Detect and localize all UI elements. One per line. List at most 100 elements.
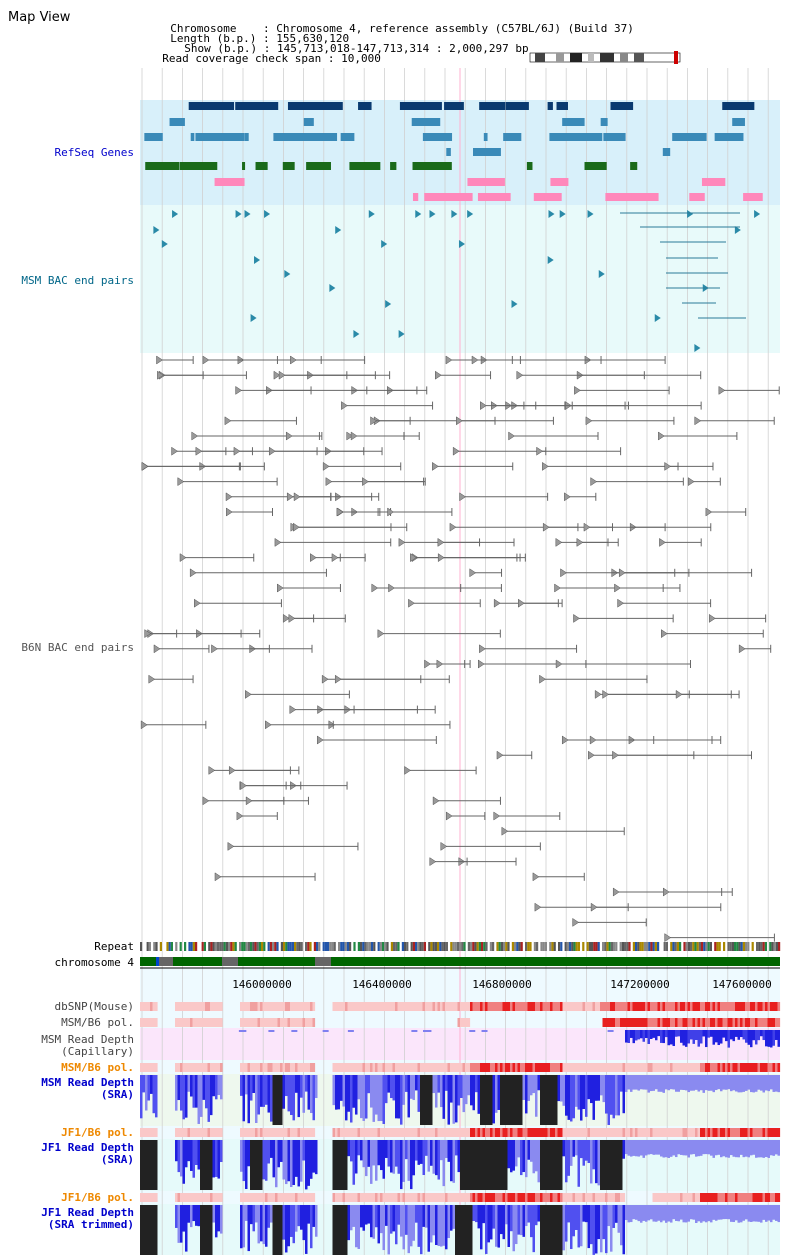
polymorphism-cell — [697, 1018, 701, 1027]
polymorphism-cell — [605, 1002, 608, 1011]
repeat-element — [366, 942, 369, 951]
bac-end-marker — [290, 355, 297, 365]
polymorphism-cell — [305, 1128, 308, 1137]
polymorphism-cell — [720, 1063, 723, 1072]
polymorphism-cell — [607, 1002, 611, 1011]
chromosome-gap — [156, 957, 159, 966]
read-depth-bar — [647, 1205, 650, 1221]
read-depth-bar — [220, 1075, 223, 1100]
polymorphism-cell — [590, 1128, 593, 1137]
polymorphism-cell — [342, 1128, 346, 1137]
read-depth-bar — [417, 1140, 420, 1165]
read-depth-bar — [777, 1205, 780, 1223]
repeat-element — [540, 942, 543, 951]
read-depth-bar — [590, 1205, 593, 1245]
read-depth-bar — [647, 1140, 650, 1155]
read-depth-bar — [442, 1140, 445, 1187]
read-depth-bar — [715, 1030, 718, 1043]
polymorphism-cell — [610, 1193, 613, 1202]
read-depth-bar — [710, 1205, 713, 1223]
read-depth-bar — [305, 1205, 308, 1254]
polymorphism-cell — [625, 1018, 628, 1027]
polymorphism-cell — [377, 1002, 381, 1011]
polymorphism-cell — [250, 1128, 253, 1137]
repeat-element — [628, 942, 631, 951]
polymorphism-cell — [760, 1018, 763, 1027]
polymorphism-cell — [220, 1018, 223, 1027]
read-depth-bar — [255, 1140, 258, 1190]
read-depth-bar — [625, 1205, 628, 1221]
polymorphism-cell — [265, 1018, 268, 1027]
gene-feature — [714, 133, 744, 141]
read-depth-bar — [715, 1140, 718, 1156]
read-depth-bar — [707, 1205, 710, 1222]
repeat-element — [276, 942, 279, 951]
polymorphism-cell — [335, 1063, 338, 1072]
bac-end-marker — [532, 872, 540, 882]
polymorphism-cell — [305, 1002, 308, 1011]
polymorphism-cell — [447, 1002, 451, 1011]
read-depth-bar — [407, 1140, 410, 1181]
read-depth-bar — [275, 1140, 278, 1188]
read-depth-bar — [712, 1030, 715, 1045]
polymorphism-cell — [140, 1193, 143, 1202]
read-depth-bar — [365, 1205, 368, 1225]
polymorphism-cell — [447, 1193, 451, 1202]
polymorphism-cell — [690, 1128, 693, 1137]
read-depth-bar — [542, 1075, 545, 1125]
read-depth-bar — [425, 1030, 432, 1032]
polymorphism-cell — [772, 1193, 776, 1202]
polymorphism-cell — [540, 1002, 543, 1011]
polymorphism-cell — [695, 1063, 698, 1072]
chromosome-ideogram[interactable] — [529, 51, 681, 64]
polymorphism-cell — [155, 1018, 158, 1027]
polymorphism-cell — [255, 1002, 258, 1011]
jf1-depth-sra-label-2: (SRA) — [101, 1153, 134, 1166]
read-depth-bar — [580, 1075, 583, 1121]
repeat-element — [527, 942, 530, 951]
polymorphism-cell — [772, 1018, 776, 1027]
bac-end-marker — [437, 537, 445, 547]
polymorphism-cell — [700, 1193, 703, 1202]
read-depth-bar — [692, 1030, 695, 1044]
read-depth-bar — [342, 1140, 345, 1190]
read-depth-bar — [720, 1030, 723, 1044]
gene-feature — [513, 102, 529, 110]
polymorphism-cell — [567, 1128, 571, 1137]
read-depth-bar — [245, 1140, 248, 1190]
polymorphism-cell — [770, 1128, 773, 1137]
polymorphism-cell — [490, 1128, 493, 1137]
read-depth-bar — [280, 1205, 283, 1255]
read-depth-bar — [355, 1075, 358, 1115]
bac-end-marker — [554, 583, 561, 593]
read-depth-bar — [550, 1075, 553, 1125]
polymorphism-cell — [655, 1002, 658, 1011]
polymorphism-cell — [217, 1063, 221, 1072]
polymorphism-cell — [507, 1193, 511, 1202]
polymorphism-cell — [150, 1128, 153, 1137]
repeat-element — [773, 942, 776, 951]
bac-end-marker — [598, 270, 605, 278]
read-depth-bar — [655, 1205, 658, 1222]
read-depth-bar — [485, 1075, 488, 1125]
polymorphism-cell — [415, 1128, 418, 1137]
polymorphism-cell — [590, 1193, 593, 1202]
polymorphism-cell — [575, 1128, 578, 1137]
read-depth-bar — [745, 1140, 748, 1157]
read-depth-bar — [720, 1075, 723, 1092]
read-depth-bar — [650, 1140, 653, 1155]
polymorphism-cell — [410, 1002, 413, 1011]
read-depth-bar — [350, 1140, 353, 1162]
repeat-element — [507, 942, 510, 951]
repeat-element — [648, 942, 651, 951]
polymorphism-cell — [612, 1128, 616, 1137]
gene-feature — [305, 133, 338, 141]
read-depth-bar — [410, 1140, 413, 1190]
polymorphism-cell — [505, 1063, 508, 1072]
read-depth-bar — [675, 1030, 678, 1037]
polymorphism-cell — [707, 1193, 711, 1202]
repeat-element — [250, 942, 253, 951]
polymorphism-cell — [587, 1063, 591, 1072]
polymorphism-cell — [615, 1063, 618, 1072]
